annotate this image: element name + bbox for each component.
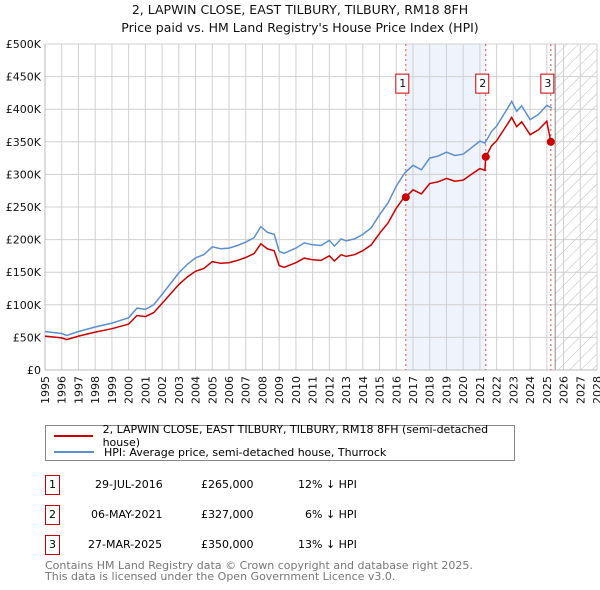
x-tick-label: 2025 [541,376,554,404]
x-tick-label: 2004 [190,376,203,404]
legend-swatch-blue [54,451,94,453]
x-tick-label: 2028 [591,376,600,404]
x-tick-label: 2007 [240,376,253,404]
x-tick-label: 1999 [106,376,119,404]
legend-swatch-red [54,435,93,437]
x-tick-label: 2000 [123,376,136,404]
x-tick-label: 2015 [374,376,387,404]
price-chart: 1995 1996 1997 1998 1999 2000 2001 2002 2003 2004… [6,38,600,404]
sale-hpi-diff: 6% ↓ HPI [305,508,357,521]
sale-row: 1 29-JUL-2016 £265,000 12% ↓ HPI [45,475,545,495]
x-tick-label: 2018 [424,376,437,404]
x-tick-label: 2011 [307,376,320,404]
y-tick-label: £350K [6,136,42,149]
x-tick-label: 2016 [390,376,403,404]
x-tick-label: 2017 [407,376,420,404]
x-tick-label: 2005 [206,376,219,404]
sale-date: 27-MAR-2025 [88,538,163,551]
footer-licence: This data is licensed under the Open Gov… [45,570,396,583]
x-tick-label: 2009 [273,376,286,404]
y-tick-label: £200K [6,234,42,247]
sale-label-number: 1 [399,77,406,90]
chart-legend: 2, LAPWIN CLOSE, EAST TILBURY, TILBURY, … [45,423,515,461]
y-tick-label: £500K [6,38,42,51]
legend-item-hpi: HPI: Average price, semi-detached house,… [54,444,386,460]
sale-label-number: 3 [544,77,551,90]
x-tick-label: 2023 [507,376,520,404]
x-tick-label: 2020 [457,376,470,404]
x-tick-label: 2006 [223,376,236,404]
sale-number: 1 [45,475,60,495]
y-tick-label: £250K [6,201,42,214]
y-tick-label: £400K [6,103,42,116]
x-tick-label: 2019 [440,376,453,404]
sale-point [401,193,410,202]
price-paid-line [44,116,552,341]
sale-hpi-diff: 12% ↓ HPI [298,478,357,491]
sale-hpi-diff: 13% ↓ HPI [298,538,357,551]
footer: Contains HM Land Registry data © Crown c… [45,560,473,582]
legend-label: HPI: Average price, semi-detached house,… [104,445,387,459]
x-tick-label: 2010 [290,376,303,404]
x-tick-label: 2014 [357,376,370,404]
sale-label-number: 2 [479,77,486,90]
sale-number: 2 [45,505,60,525]
x-tick-label: 1996 [56,376,69,404]
sale-point [481,152,490,161]
sale-price: £265,000 [201,478,254,491]
legend-label: 2, LAPWIN CLOSE, EAST TILBURY, TILBURY, … [102,423,489,449]
legend-item-property: 2, LAPWIN CLOSE, EAST TILBURY, TILBURY, … [54,423,514,449]
y-tick-label: £150K [6,266,42,279]
x-tick-label: 2008 [256,376,269,404]
sale-price: £350,000 [201,538,254,551]
sale-row: 3 27-MAR-2025 £350,000 13% ↓ HPI [45,535,545,555]
sale-label-box [395,73,410,94]
x-tick-label: 1995 [39,376,52,404]
x-tick-label: 2026 [558,376,571,404]
x-tick-label: 2003 [173,376,186,404]
x-tick-label: 2012 [323,376,336,404]
sale-number: 3 [45,535,60,555]
x-tick-label: 2013 [340,376,353,404]
x-tick-label: 2027 [574,376,587,404]
x-tick-label: 1998 [89,376,102,404]
y-tick-label: £50K [13,331,42,344]
y-tick-label: £450K [6,71,42,84]
sale-date: 06-MAY-2021 [91,508,163,521]
x-tick-label: 2002 [156,376,169,404]
sale-point [546,137,555,146]
sale-label-box [475,73,490,94]
x-tick-label: 2022 [491,376,504,404]
y-tick-label: £300K [6,168,42,181]
chart-title: 2, LAPWIN CLOSE, EAST TILBURY, TILBURY, … [131,2,469,17]
y-tick-label: £0 [27,364,41,377]
sale-date: 29-JUL-2016 [95,478,163,491]
x-tick-label: 2024 [524,376,537,404]
y-tick-label: £100K [6,299,42,312]
footer-copyright: Contains HM Land Registry data © Crown c… [45,559,473,572]
sale-label-box [540,73,555,94]
x-tick-label: 2021 [474,376,487,404]
x-tick-label: 2001 [139,376,152,404]
hpi-line [44,99,553,337]
chart-subtitle: Price paid vs. HM Land Registry's House … [121,20,479,35]
sale-row: 2 06-MAY-2021 £327,000 6% ↓ HPI [45,505,545,525]
x-tick-label: 1997 [72,376,85,404]
sale-price: £327,000 [201,508,254,521]
